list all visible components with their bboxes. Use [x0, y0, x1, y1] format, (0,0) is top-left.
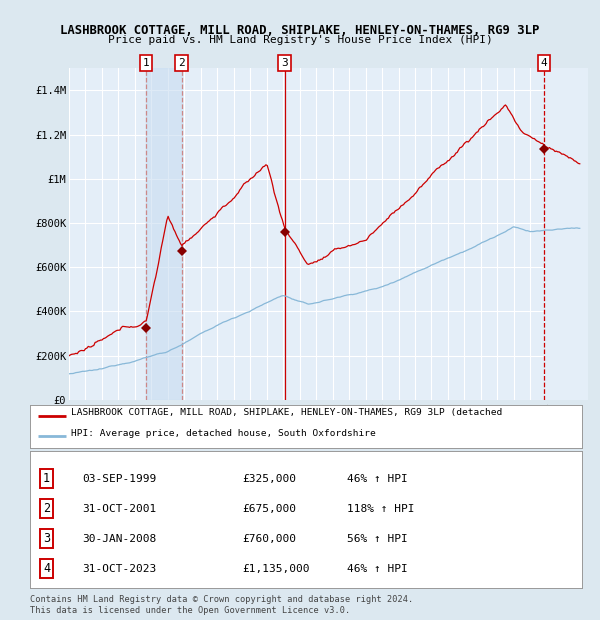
Text: 56% ↑ HPI: 56% ↑ HPI	[347, 534, 408, 544]
Bar	[146, 68, 182, 400]
Text: 31-OCT-2001: 31-OCT-2001	[82, 503, 157, 513]
Text: £675,000: £675,000	[242, 503, 296, 513]
Text: £1,135,000: £1,135,000	[242, 564, 310, 574]
Text: 1: 1	[143, 58, 149, 68]
Text: £760,000: £760,000	[242, 534, 296, 544]
Text: £325,000: £325,000	[242, 474, 296, 484]
Text: HPI: Average price, detached house, South Oxfordshire: HPI: Average price, detached house, Sout…	[71, 428, 376, 438]
Text: LASHBROOK COTTAGE, MILL ROAD, SHIPLAKE, HENLEY-ON-THAMES, RG9 3LP: LASHBROOK COTTAGE, MILL ROAD, SHIPLAKE, …	[61, 24, 539, 37]
Text: 4: 4	[43, 562, 50, 575]
Text: Price paid vs. HM Land Registry's House Price Index (HPI): Price paid vs. HM Land Registry's House …	[107, 35, 493, 45]
Text: 2: 2	[43, 502, 50, 515]
Text: 30-JAN-2008: 30-JAN-2008	[82, 534, 157, 544]
Text: 118% ↑ HPI: 118% ↑ HPI	[347, 503, 415, 513]
Text: 31-OCT-2023: 31-OCT-2023	[82, 564, 157, 574]
Text: 03-SEP-1999: 03-SEP-1999	[82, 474, 157, 484]
Text: 1: 1	[43, 472, 50, 485]
Text: 4: 4	[541, 58, 547, 68]
Text: 2: 2	[178, 58, 185, 68]
Text: 3: 3	[43, 532, 50, 545]
Text: Contains HM Land Registry data © Crown copyright and database right 2024.
This d: Contains HM Land Registry data © Crown c…	[30, 595, 413, 614]
Bar	[544, 68, 588, 400]
Text: 46% ↑ HPI: 46% ↑ HPI	[347, 474, 408, 484]
Text: LASHBROOK COTTAGE, MILL ROAD, SHIPLAKE, HENLEY-ON-THAMES, RG9 3LP (detached: LASHBROOK COTTAGE, MILL ROAD, SHIPLAKE, …	[71, 409, 503, 417]
Text: 46% ↑ HPI: 46% ↑ HPI	[347, 564, 408, 574]
Text: 3: 3	[281, 58, 288, 68]
